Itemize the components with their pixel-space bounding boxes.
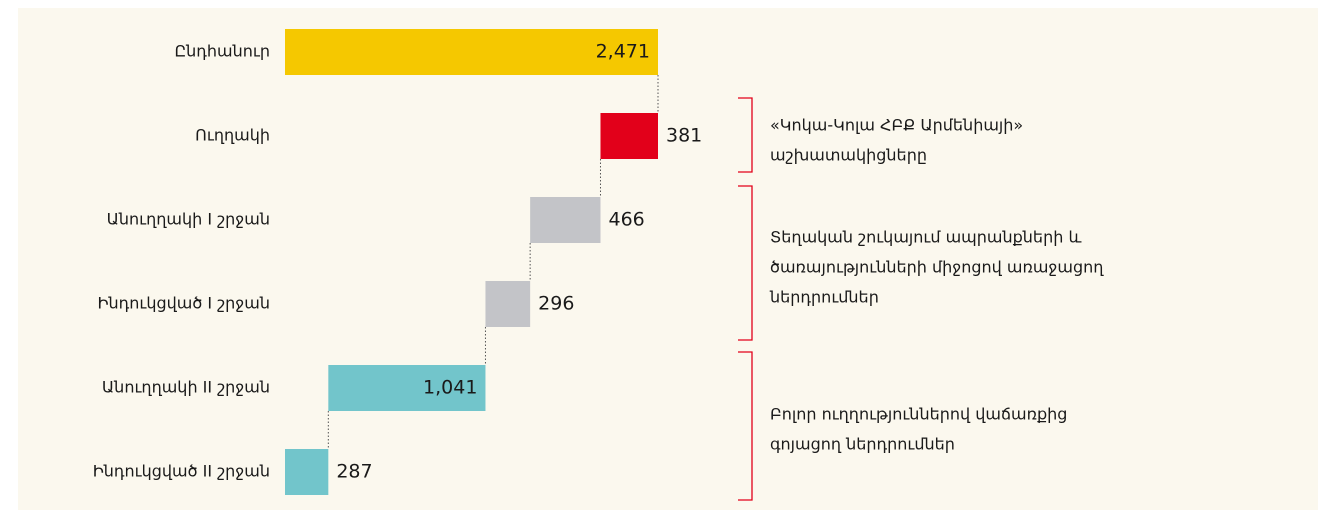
bar: [600, 113, 658, 159]
category-label: Ինդուկցված I շրջան: [97, 294, 270, 313]
value-label: 381: [666, 125, 702, 147]
bar: [285, 449, 329, 495]
bar: [285, 29, 658, 75]
bar: [328, 365, 486, 411]
annotation-text: աշխատակիցները: [770, 146, 927, 165]
category-label: Անուղղակի II շրջան: [102, 378, 270, 397]
annotation-text: գոյացող ներդրումներ: [770, 435, 955, 454]
value-label: 466: [608, 209, 644, 231]
annotation-text: Տեղական շուկայում ապրանքների և: [770, 228, 1081, 247]
category-label: Ուղղակի: [195, 126, 270, 145]
bar: [530, 197, 601, 243]
annotation-text: «Կոկա-Կոլա ՀԲՔ Արմենիայի»: [770, 116, 1023, 135]
annotation-text: Բոլոր ուղղություններով վաճառքից: [770, 405, 1067, 424]
bracket: [738, 351, 753, 501]
bar: [485, 281, 531, 327]
value-label: 287: [336, 461, 372, 483]
annotation-text: ներդրումներ: [769, 288, 879, 307]
bracket: [738, 97, 753, 173]
annotation-text: ծառայությունների միջոցով առաջացող: [770, 258, 1104, 277]
value-label: 296: [538, 293, 574, 315]
value-label: 1,041: [423, 377, 477, 399]
category-label: Ինդուկցված II շրջան: [93, 462, 270, 481]
category-label: Անուղղակի I շրջան: [107, 210, 270, 229]
category-label: Ընդհանուր: [174, 42, 270, 61]
bracket: [738, 185, 753, 341]
value-label: 2,471: [596, 41, 650, 63]
background: [18, 8, 1318, 510]
